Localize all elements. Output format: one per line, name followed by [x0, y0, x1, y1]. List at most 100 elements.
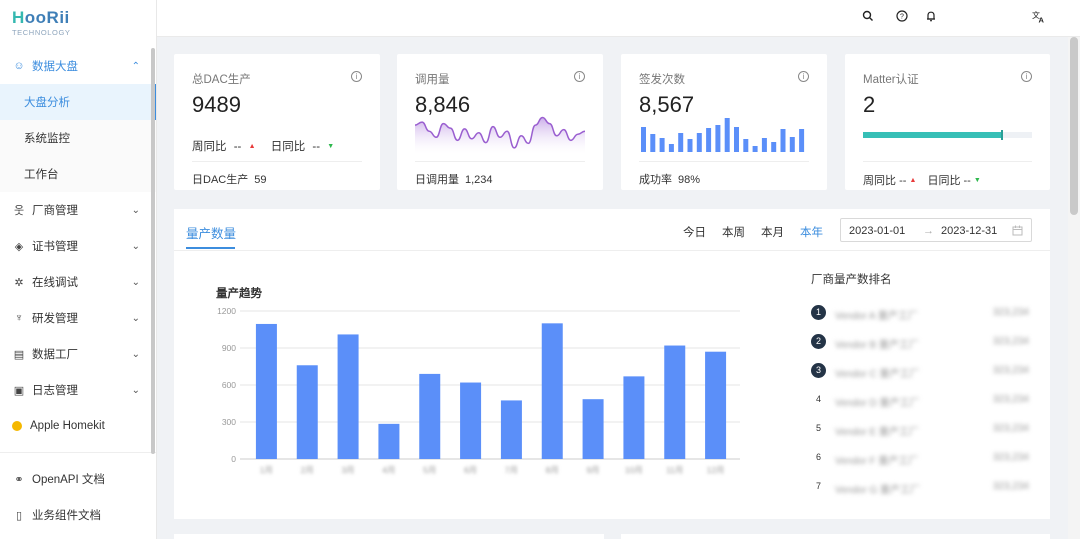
ranking-row: 1 Vendor A 量产工厂 323,234 — [811, 305, 1031, 322]
x-tick-label: 8月 — [546, 465, 559, 475]
x-tick-label: 9月 — [586, 465, 599, 475]
rank-value: 323,234 — [992, 423, 1029, 434]
x-tick-label: 2月 — [301, 465, 314, 475]
sidebar-item-component-docs[interactable]: ▯ 业务组件文档 — [0, 497, 156, 533]
svg-text:?: ? — [900, 14, 904, 21]
rank-vendor-name: Vendor D 量产工厂 — [835, 398, 920, 409]
footer-value: 1,234 — [465, 174, 493, 186]
search-icon[interactable] — [862, 10, 874, 22]
sidebar-item-system-monitor[interactable]: 系统监控 — [0, 120, 156, 156]
sidebar-item-homekit[interactable]: Apple Homekit — [0, 408, 156, 444]
sidebar-group-data-factory[interactable]: ▤ 数据工厂 ⌄ — [0, 336, 156, 372]
sparkline-area — [415, 117, 585, 154]
translate-icon[interactable]: 文A — [1032, 10, 1046, 23]
dod-label: 日同比 — [927, 175, 961, 187]
help-icon[interactable]: ? — [896, 10, 908, 22]
sidebar-group-label: 在线调试 — [32, 277, 78, 289]
rank-number: 3 — [811, 363, 826, 378]
stat-value: 8,846 — [415, 92, 471, 117]
sparkline-line — [415, 116, 585, 149]
mini-bar — [641, 127, 646, 152]
tab-production-count[interactable]: 量产数量 — [186, 227, 237, 241]
rank-value: 323,234 — [992, 481, 1029, 492]
sidebar: HooRii TECHNOLOGY ☺ 数据大盘 ⌃ 大盘分析 系统监控 工作台… — [0, 0, 157, 539]
range-week[interactable]: 本周 — [722, 227, 745, 239]
trend-up-icon: ▲ — [248, 143, 256, 150]
bottom-card-left — [174, 534, 604, 539]
wow-value: -- — [233, 141, 242, 153]
range-month[interactable]: 本月 — [761, 227, 784, 239]
ranking-row: 6 Vendor F 量产工厂 323,234 — [811, 450, 1031, 467]
x-tick-label: 4月 — [382, 465, 395, 475]
info-icon[interactable]: i — [574, 71, 585, 82]
sidebar-item-label: 工作台 — [24, 169, 59, 181]
wow-label: 周同比 — [863, 175, 896, 187]
x-tick-label: 5月 — [423, 465, 436, 475]
date-end[interactable]: 2023-12-31 — [941, 225, 998, 237]
dashboard-icon: ☺ — [13, 60, 25, 72]
chevron-down-icon: ⌄ — [131, 312, 140, 324]
rank-value: 323,234 — [992, 336, 1029, 347]
sidebar-item-workbench[interactable]: 工作台 — [0, 156, 156, 192]
range-year[interactable]: 本年 — [800, 227, 823, 239]
trend-down-icon: ▼ — [973, 177, 981, 184]
mini-bar — [799, 129, 805, 152]
info-icon[interactable]: i — [1021, 71, 1032, 82]
trend-down-icon: ▼ — [327, 143, 335, 150]
matter-progress-bar — [863, 130, 1032, 140]
stat-card-calls: 调用量 i 8,846 日调用量 1,234 — [397, 54, 603, 190]
svg-text:文: 文 — [1032, 10, 1040, 20]
stat-value: 8,567 — [639, 92, 695, 117]
certificate-icon: ◈ — [14, 240, 24, 253]
calls-sparkline — [415, 116, 585, 154]
mini-bar — [780, 129, 786, 152]
page-scrollbar[interactable] — [1068, 37, 1080, 539]
stat-footer: 成功率 98% — [639, 161, 809, 187]
x-tick-label: 3月 — [341, 465, 354, 475]
x-tick-label: 10月 — [625, 465, 643, 475]
y-tick-label: 900 — [222, 343, 236, 353]
sidebar-group-vendor[interactable]: 웃 厂商管理 ⌄ — [0, 192, 156, 228]
issued-bar-sparkline — [641, 118, 805, 152]
active-tab-indicator — [186, 247, 235, 249]
chart-bar — [623, 376, 645, 459]
chevron-down-icon: ⌄ — [131, 348, 140, 360]
mini-bar — [678, 133, 684, 152]
mini-bar — [789, 137, 795, 152]
sidebar-group-dashboard[interactable]: ☺ 数据大盘 ⌃ — [0, 48, 156, 84]
date-start[interactable]: 2023-01-01 — [849, 225, 906, 237]
sidebar-item-openapi-docs[interactable]: ⚭ OpenAPI 文档 — [0, 461, 156, 497]
info-icon[interactable]: i — [798, 71, 809, 82]
mini-bar — [696, 133, 702, 152]
sidebar-scrollbar[interactable] — [151, 48, 155, 454]
sidebar-group-log[interactable]: ▣ 日志管理 ⌄ — [0, 372, 156, 408]
range-today[interactable]: 今日 — [683, 227, 706, 239]
rnd-icon: ♆ — [14, 312, 24, 324]
chart-bar — [337, 334, 359, 459]
stat-footer: 日调用量 1,234 — [415, 161, 585, 187]
log-icon: ▣ — [13, 384, 25, 397]
bell-icon[interactable] — [925, 10, 937, 22]
stat-value: 2 — [863, 92, 876, 117]
mini-bar — [687, 139, 693, 152]
stat-title: 调用量 — [415, 74, 450, 86]
mini-bar — [724, 118, 730, 152]
sidebar-group-certificate[interactable]: ◈ 证书管理 ⌄ — [0, 228, 156, 264]
footer-value: 98% — [678, 174, 701, 186]
sidebar-group-debug[interactable]: ✲ 在线调试 ⌄ — [0, 264, 156, 300]
chart-bar — [255, 323, 277, 459]
x-tick-label: 12月 — [707, 465, 725, 475]
calendar-icon[interactable] — [1012, 225, 1023, 236]
sidebar-item-dashboard-analysis[interactable]: 大盘分析 — [0, 84, 156, 120]
logo[interactable]: HooRii TECHNOLOGY — [0, 0, 156, 48]
wow-value: -- — [899, 175, 907, 187]
chart-title: 量产趋势 — [216, 288, 262, 300]
chart-bar — [296, 365, 318, 459]
sidebar-group-rnd[interactable]: ♆ 研发管理 ⌄ — [0, 300, 156, 336]
scrollbar-thumb[interactable] — [1070, 37, 1078, 215]
dod-value: -- — [963, 175, 971, 187]
sidebar-group-label: 厂商管理 — [32, 205, 78, 217]
date-range-picker[interactable]: 2023-01-01 → 2023-12-31 — [840, 218, 1032, 242]
info-icon[interactable]: i — [351, 71, 362, 82]
progress-fill — [863, 132, 1004, 138]
